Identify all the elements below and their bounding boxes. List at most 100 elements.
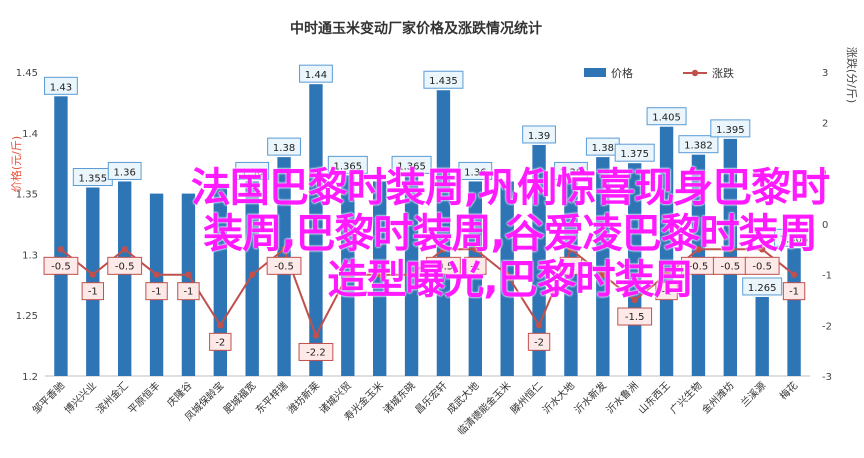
legend-bar-label: 价格 xyxy=(611,66,633,80)
x-tick-label: 滨州金汇 xyxy=(93,379,130,416)
line-point xyxy=(344,271,352,278)
bar xyxy=(500,181,514,376)
line-point xyxy=(312,332,320,339)
x-tick-label: 金州潍坊 xyxy=(699,379,736,416)
bar xyxy=(659,126,674,376)
line-data-label: -0.5 xyxy=(51,261,71,272)
bar-data-label: 1.395 xyxy=(716,125,745,136)
line-point xyxy=(89,271,97,278)
bar-data-label: 1.44 xyxy=(305,70,327,81)
bar-data-label: 1.36 xyxy=(241,167,263,178)
line-data-label: -1 xyxy=(152,287,162,298)
line-point xyxy=(57,246,65,253)
line-data-label: -1 xyxy=(566,261,576,272)
legend-line-label: 涨跌 xyxy=(712,66,734,80)
bar-label-box xyxy=(614,143,655,162)
line-label-box xyxy=(426,256,461,275)
bar-data-label: 1.405 xyxy=(652,113,681,124)
line-data-label: -0.5 xyxy=(434,261,454,272)
x-tick-label: 山东西王 xyxy=(635,379,672,416)
x-tick-label: 广兴生物 xyxy=(667,379,704,416)
line-point xyxy=(280,246,288,253)
bar xyxy=(213,187,228,376)
bar-label-box xyxy=(742,277,783,296)
line-point xyxy=(185,271,192,278)
line-data-label: -0.5 xyxy=(689,261,709,272)
line-label-box xyxy=(209,332,232,351)
y2-tick-label: 0 xyxy=(822,220,828,231)
line-data-label: -1 xyxy=(662,287,672,298)
line-data-label: -2.2 xyxy=(306,347,326,358)
bar-data-label: 1.38 xyxy=(592,143,614,154)
line-label-box xyxy=(617,307,653,326)
line-point xyxy=(599,271,607,278)
line-point xyxy=(153,271,160,278)
line-label-box xyxy=(81,282,105,301)
bar-data-label: 1.355 xyxy=(78,174,107,185)
x-tick-label: 兰溪源 xyxy=(738,379,768,409)
legend-bar-swatch xyxy=(584,68,606,77)
bar xyxy=(596,157,610,376)
bar-label-box xyxy=(391,155,432,174)
bar xyxy=(755,296,769,376)
chart-title: 中时通玉米变动厂家价格及涨跌情况统计 xyxy=(290,20,542,37)
bar-label-box xyxy=(107,161,142,180)
y2-tick-label: 3 xyxy=(822,68,828,79)
y-axis-label: 价格(元/斤) xyxy=(9,136,23,192)
y2-axis-label: 涨跌(分/斤) xyxy=(845,47,859,103)
y-tick-label: 1.45 xyxy=(16,68,38,79)
line-point xyxy=(663,271,670,278)
line-data-label: -0.5 xyxy=(274,261,294,272)
line-point xyxy=(248,271,256,278)
y-tick-label: 1.2 xyxy=(22,372,38,383)
bar-label-box xyxy=(44,76,78,95)
line-point xyxy=(472,246,479,253)
line-point xyxy=(631,296,638,304)
bar-data-label: 1.305 xyxy=(780,234,809,245)
bar xyxy=(309,84,323,376)
bar xyxy=(245,181,259,376)
bar-label-box xyxy=(458,161,493,180)
bar-data-label: 1.43 xyxy=(50,82,72,93)
x-tick-label: 博兴兴业 xyxy=(61,379,98,416)
line-point xyxy=(440,246,447,253)
x-tick-label: 临清德能金玉米 xyxy=(455,379,514,438)
line-data-label: -0.5 xyxy=(115,261,135,272)
bar xyxy=(436,90,451,377)
line-label-box xyxy=(43,256,79,275)
x-tick-label: 平原恒丰 xyxy=(125,379,162,416)
bar-data-label: 1.38 xyxy=(273,143,295,154)
x-tick-label: 东平梓瑞 xyxy=(253,379,290,416)
bar-data-label: 1.365 xyxy=(333,161,362,172)
x-tick-label: 沂水新发 xyxy=(571,379,608,416)
bar-label-box xyxy=(522,125,556,144)
line-point xyxy=(217,322,224,329)
line-point xyxy=(408,271,415,278)
y2-tick-label: 2 xyxy=(822,119,828,130)
line-point xyxy=(727,246,734,253)
x-tick-label: 沂水大地 xyxy=(540,379,577,416)
x-tick-label: 昌乐宏轩 xyxy=(412,379,449,416)
bar-label-box xyxy=(299,64,333,83)
legend-line-marker xyxy=(691,69,699,77)
bar-data-label: 1.36 xyxy=(464,167,486,178)
line-data-label: -1 xyxy=(470,261,480,272)
bar xyxy=(117,181,132,376)
line-label-box xyxy=(177,282,200,301)
line-label-box xyxy=(527,332,551,351)
bar-data-label: 1.375 xyxy=(620,149,649,160)
line-label-box xyxy=(107,256,143,275)
line-data-label: -2 xyxy=(215,337,225,348)
bar-data-label: 1.265 xyxy=(748,283,777,294)
x-tick-label: 潍坊新莱 xyxy=(285,379,322,416)
y2-tick-label: -1 xyxy=(822,271,832,282)
bar-label-box xyxy=(774,228,815,247)
bar-label-box xyxy=(267,137,301,156)
line-data-label: -2 xyxy=(534,337,544,348)
bar xyxy=(86,187,100,376)
line-point xyxy=(503,271,511,278)
y2-tick-label: -3 xyxy=(822,372,832,383)
x-tick-label: 邹平香驰 xyxy=(30,379,67,416)
